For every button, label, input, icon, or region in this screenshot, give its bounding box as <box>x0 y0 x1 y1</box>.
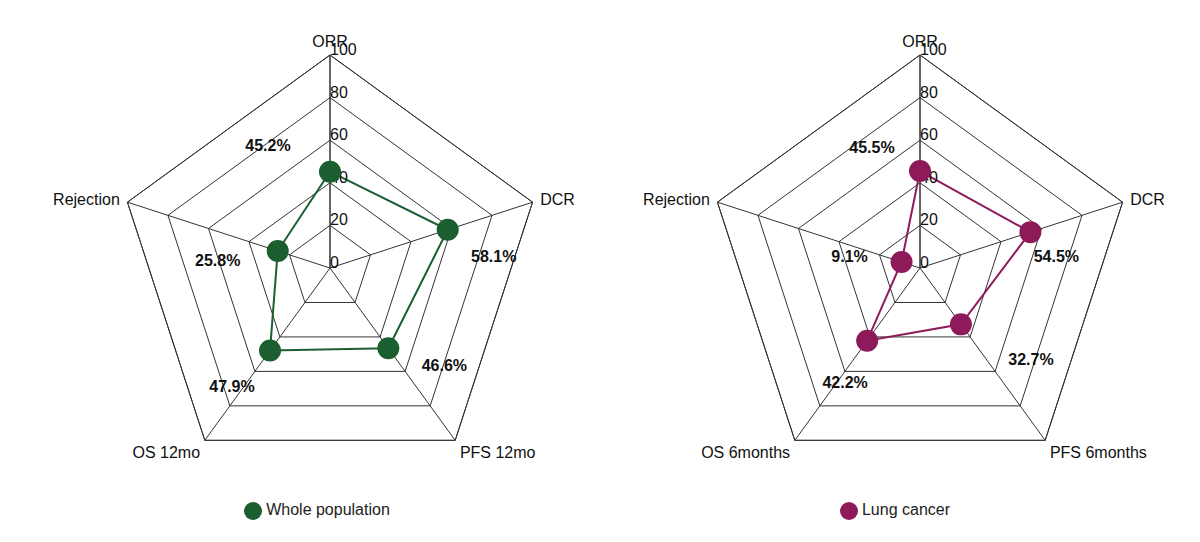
svg-text:Rejection: Rejection <box>53 191 120 208</box>
svg-text:80: 80 <box>920 84 938 101</box>
svg-text:20: 20 <box>330 211 348 228</box>
svg-text:OS 6months: OS 6months <box>701 444 790 461</box>
svg-text:32.7%: 32.7% <box>1008 351 1053 368</box>
svg-text:DCR: DCR <box>1130 191 1165 208</box>
svg-text:0: 0 <box>330 254 339 271</box>
svg-text:45.5%: 45.5% <box>849 139 894 156</box>
svg-text:60: 60 <box>920 126 938 143</box>
svg-text:Rejection: Rejection <box>643 191 710 208</box>
html-text:Whole population: Whole population <box>266 501 390 519</box>
svg-text:100: 100 <box>330 41 357 58</box>
svg-text:42.2%: 42.2% <box>822 374 867 391</box>
svg-text:47.9%: 47.9% <box>209 378 254 395</box>
svg-text:46.6%: 46.6% <box>422 357 467 374</box>
svg-text:58.1%: 58.1% <box>471 248 516 265</box>
svg-text:PFS 6months: PFS 6months <box>1050 444 1147 461</box>
svg-text:54.5%: 54.5% <box>1034 248 1079 265</box>
svg-text:OS 12mo: OS 12mo <box>133 444 201 461</box>
html-text:Lung cancer: Lung cancer <box>862 501 950 519</box>
svg-text:0: 0 <box>920 254 929 271</box>
svg-text:80: 80 <box>330 84 348 101</box>
svg-text:9.1%: 9.1% <box>831 248 867 265</box>
svg-text:45.2%: 45.2% <box>245 137 290 154</box>
svg-text:60: 60 <box>330 126 348 143</box>
svg-text:PFS 12mo: PFS 12mo <box>460 444 536 461</box>
svg-text:20: 20 <box>920 211 938 228</box>
svg-text:100: 100 <box>920 41 947 58</box>
svg-text:25.8%: 25.8% <box>195 252 240 269</box>
svg-text:DCR: DCR <box>540 191 575 208</box>
